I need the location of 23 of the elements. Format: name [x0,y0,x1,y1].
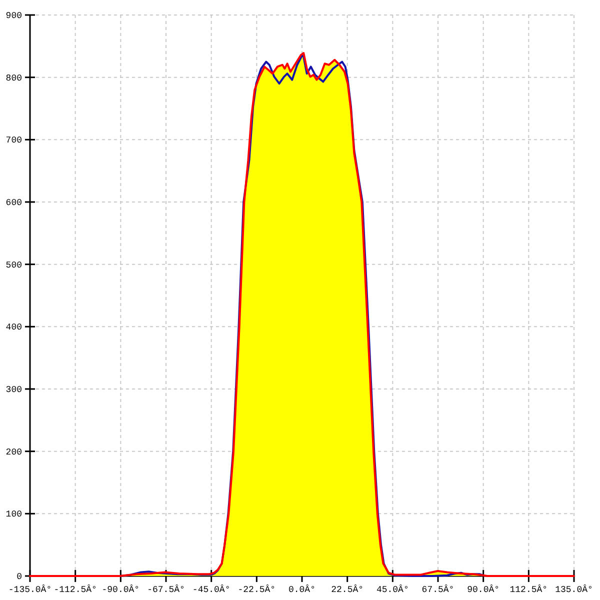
x-tick-label: -45.0Â° [192,584,230,595]
x-tick-label: 0.0Â° [288,584,316,595]
y-tick-label: 200 [6,447,22,458]
x-tick-label: 112.5Â° [510,584,548,595]
y-tick-label: 300 [6,385,22,395]
x-tick-label: 135.0Â° [555,584,593,595]
x-tick-label: 45.0Â° [376,584,409,595]
y-tick-label: 100 [6,510,22,520]
y-tick-label: 600 [6,198,22,208]
x-tick-label: -90.0Â° [102,584,140,595]
x-tick-label: -112.5Â° [54,584,97,595]
x-tick-label: 90.0Â° [467,584,500,595]
x-tick-label: 67.5Â° [422,584,454,595]
y-tick-label: 900 [6,11,22,21]
y-tick-label: 0 [16,572,22,582]
x-tick-label: 22.5Â° [331,584,364,595]
y-tick-label: 800 [6,73,22,84]
y-tick-label: 700 [6,136,22,146]
y-tick-label: 400 [6,322,22,333]
x-tick-label: -22.5Â° [238,584,276,595]
x-tick-label: -67.5Â° [147,584,185,595]
y-tick-label: 500 [6,260,22,270]
x-tick-label: -135.0Â° [8,584,52,595]
